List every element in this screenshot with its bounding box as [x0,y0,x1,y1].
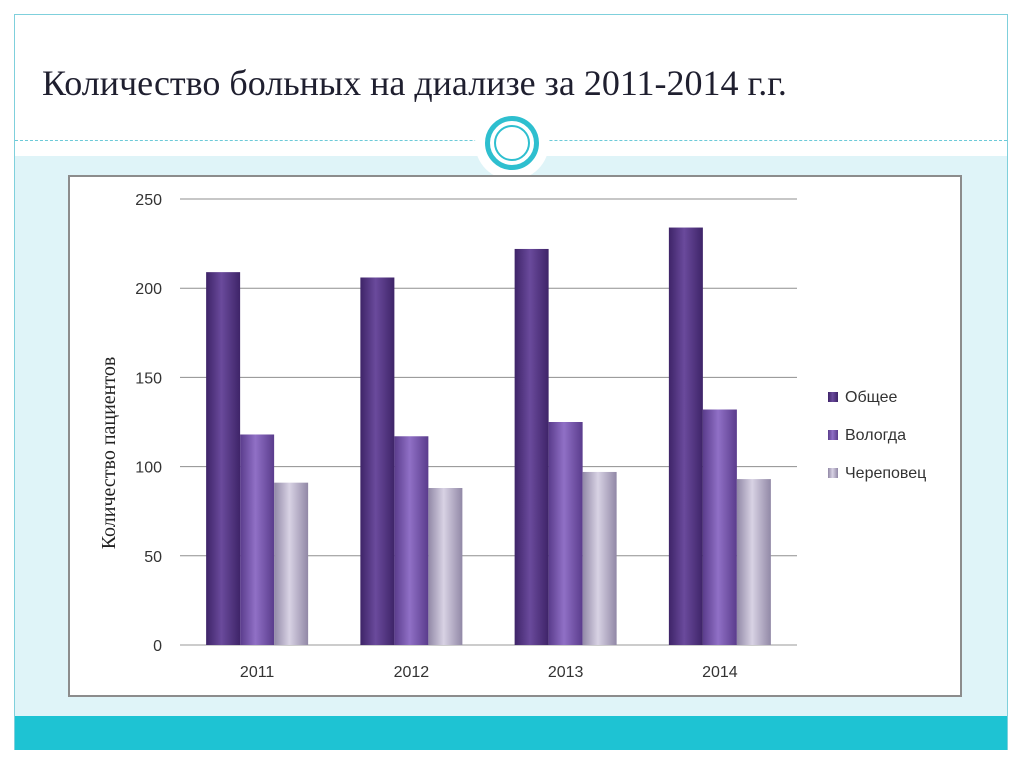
bar-Общее-2014 [668,227,703,645]
y-tick-label: 0 [153,638,162,655]
x-tick-label: 2013 [548,664,584,681]
bar-Вологда-2011 [240,434,275,645]
y-tick-label: 100 [135,460,162,477]
legend-swatch [828,392,838,402]
bottom-accent-bar [15,716,1007,750]
ornament-ring-icon [485,116,539,170]
legend-label: Череповец [845,465,926,482]
legend-label: Общее [845,389,897,406]
legend-swatch [828,430,838,440]
x-tick-label: 2014 [702,664,738,681]
x-tick-label: 2011 [240,664,275,681]
bar-chart: 0 50 100 150 200 250 2011 2012 2013 2014 Количест… [98,192,926,681]
bar-Общее-2012 [360,277,395,645]
y-tick-label: 200 [135,281,162,298]
bar-Череповец-2012 [428,488,463,645]
bar-Череповец-2014 [736,479,771,645]
bar-Вологда-2012 [394,436,429,645]
y-axis-label: Количество пациентов [98,357,120,550]
legend-label: Вологда [845,427,906,444]
bar-Общее-2013 [514,248,549,645]
slide-title: Количество больных на диализе за 2011-20… [42,63,787,103]
y-tick-label: 250 [135,192,162,209]
bar-Череповец-2013 [582,471,617,645]
legend: Общее Вологда Череповец [828,389,926,482]
bar-Вологда-2013 [548,422,583,645]
chart-panel: 0 50 100 150 200 250 2011 2012 2013 2014 Количест… [68,175,962,697]
bar-Череповец-2011 [274,482,309,645]
legend-swatch [828,468,838,478]
bar-Общее-2011 [206,272,241,645]
x-tick-label: 2012 [394,664,430,681]
y-tick-label: 50 [144,549,162,566]
bar-Вологда-2014 [702,409,737,645]
y-tick-label: 150 [135,370,162,387]
